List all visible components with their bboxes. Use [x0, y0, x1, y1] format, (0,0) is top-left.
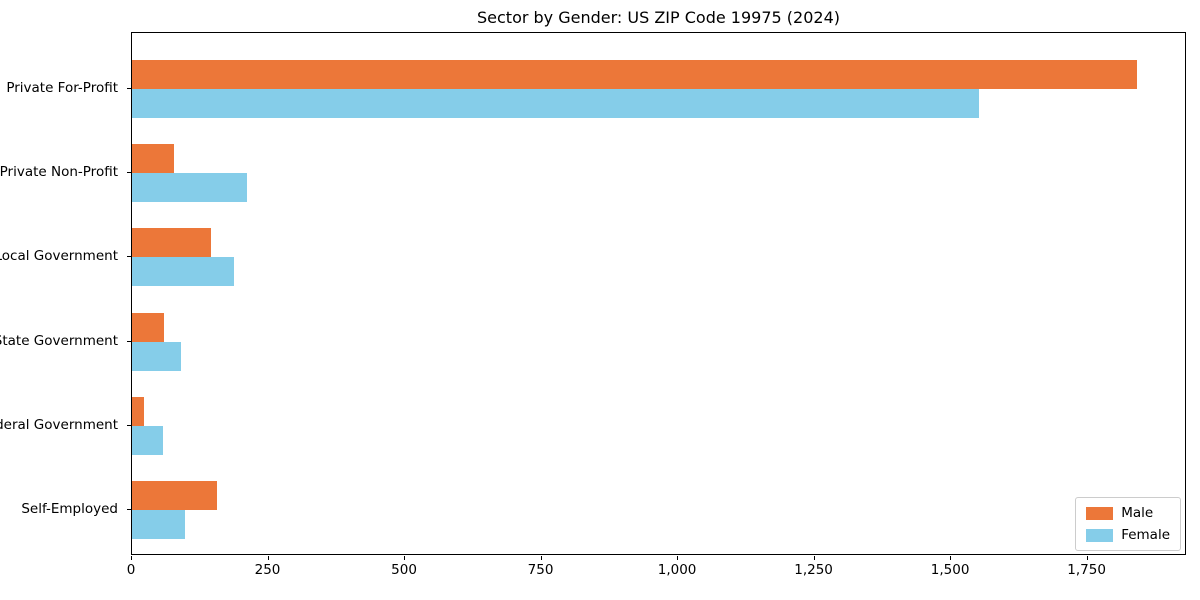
y-tick-label: Federal Government	[0, 416, 118, 433]
bar-male-state-government	[132, 312, 165, 342]
x-tick-label: 1,500	[930, 562, 970, 578]
bar-male-private-for-profit	[132, 60, 1137, 89]
y-tick-label: Self-Employed	[21, 501, 118, 517]
y-tick-mark	[127, 340, 131, 342]
bar-male-local-government	[132, 228, 212, 258]
x-tick-label: 250	[254, 562, 281, 578]
x-tick-label: 750	[527, 562, 554, 578]
bar-female-private-for-profit	[132, 89, 980, 118]
x-tick-label: 0	[126, 562, 136, 578]
x-tick-mark	[404, 556, 406, 560]
bar-male-private-non-profit	[132, 144, 175, 174]
legend-row-female: Female	[1086, 527, 1170, 543]
y-tick-mark	[127, 172, 131, 174]
x-tick-label: 1,250	[794, 562, 833, 578]
x-tick-mark	[131, 556, 132, 560]
plot-area: Male Female	[131, 32, 1186, 555]
legend-swatch-female-icon	[1086, 528, 1114, 542]
y-tick-label: Private For-Profit	[6, 80, 118, 96]
y-tick-label: Local Government	[0, 248, 118, 265]
y-tick-label: State Government	[0, 332, 118, 349]
y-tick-mark	[127, 509, 131, 510]
legend: Male Female	[1075, 497, 1181, 551]
legend-label-male: Male	[1121, 505, 1154, 521]
y-tick-label: Private Non-Profit	[0, 164, 118, 181]
legend-row-male: Male	[1086, 505, 1170, 521]
x-tick-label: 1,750	[1067, 562, 1106, 578]
bar-male-self-employed	[132, 481, 218, 510]
x-tick-mark	[813, 556, 815, 560]
chart-title: Sector by Gender: US ZIP Code 19975 (202…	[477, 8, 840, 27]
bar-female-local-government	[132, 257, 235, 287]
x-tick-mark	[267, 556, 269, 560]
x-tick-mark	[677, 556, 679, 560]
bar-female-federal-government	[132, 425, 164, 455]
x-tick-mark	[1086, 556, 1088, 560]
bar-female-self-employed	[132, 510, 185, 539]
bar-female-private-non-profit	[132, 173, 248, 203]
legend-label-female: Female	[1121, 527, 1170, 543]
bar-female-state-government	[132, 341, 182, 371]
x-tick-label: 500	[391, 562, 417, 578]
bar-male-federal-government	[132, 396, 144, 426]
y-tick-mark	[127, 424, 131, 426]
x-tick-mark	[540, 556, 542, 560]
y-tick-mark	[127, 256, 131, 258]
legend-swatch-male-icon	[1086, 506, 1114, 520]
x-tick-label: 1,000	[657, 562, 697, 578]
y-tick-mark	[127, 88, 131, 89]
x-tick-mark	[950, 556, 952, 560]
